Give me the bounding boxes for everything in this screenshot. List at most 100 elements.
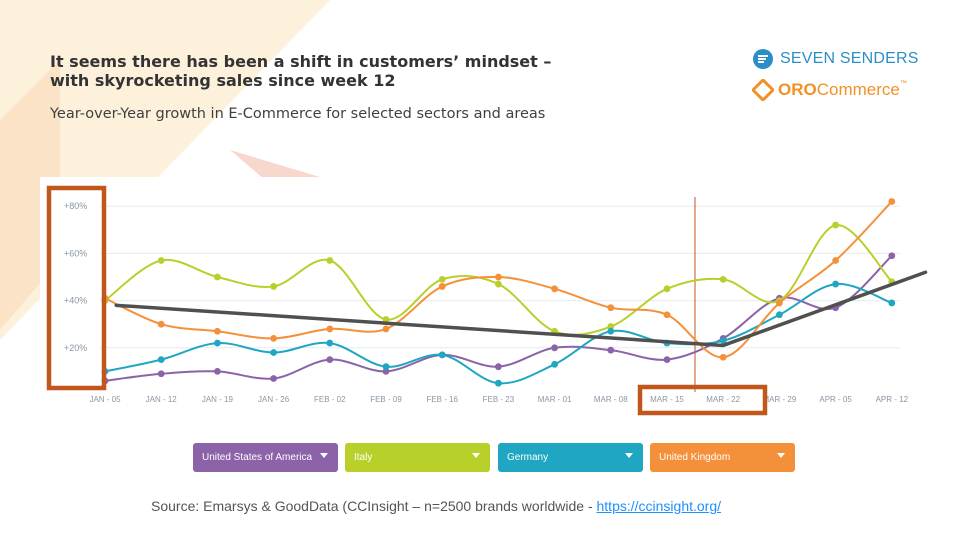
x-tick-label: APR - 12 [876, 395, 909, 404]
data-point-germany [551, 360, 558, 368]
oro-suffix: Commerce [816, 80, 900, 99]
data-point-uk [776, 299, 783, 307]
data-point-uk [157, 320, 165, 328]
data-point-germany [157, 356, 165, 363]
legend-italy-label: Italy [354, 452, 373, 463]
data-point-germany [438, 351, 446, 359]
page-title: It seems there has been a shift in custo… [50, 52, 670, 90]
y-axis-highlight-box [46, 185, 107, 391]
data-point-italy [719, 275, 727, 283]
x-tick-label: MAR - 22 [706, 395, 740, 404]
x-tick-label: JAN - 19 [202, 395, 234, 404]
data-point-germany [888, 299, 896, 307]
data-point-italy [157, 257, 165, 264]
seven-senders-logo: SEVEN SENDERS [752, 48, 919, 70]
chevron-down-icon [320, 453, 328, 458]
x-tick-label: FEB - 09 [370, 395, 402, 404]
orocommerce-name: OROCommerce™ [778, 80, 907, 100]
data-point-usa [495, 363, 502, 371]
data-point-usa [888, 252, 896, 260]
source-text: Source: Emarsys & GoodData (CCInsight – … [151, 498, 597, 514]
data-point-italy [495, 280, 502, 288]
seven-senders-name: SEVEN SENDERS [780, 50, 919, 67]
data-point-uk [495, 273, 502, 281]
data-point-usa [382, 368, 390, 375]
line-chart: +20% +40% +60% +80% JAN - 05 JAN - 12 JAN - 19… [46, 185, 928, 416]
data-point-germany [607, 327, 615, 335]
series-line-usa [104, 255, 893, 382]
chevron-down-icon [625, 453, 633, 458]
y-tick-label: +80% [64, 201, 87, 211]
legend-uk-label: United Kingdom [659, 452, 731, 463]
x-tick-label: MAR - 01 [538, 395, 572, 404]
x-tick-label: JAN - 05 [89, 395, 121, 404]
x-tick-label: MAR - 29 [763, 395, 797, 404]
source-link[interactable]: https://ccinsight.org/ [596, 498, 722, 514]
legend-germany-label: Germany [507, 452, 549, 463]
data-point-uk [270, 334, 277, 342]
data-point-usa [326, 356, 334, 363]
data-point-uk [663, 311, 671, 319]
data-point-uk [382, 325, 390, 333]
y-tick-label: +20% [64, 343, 87, 353]
x-tick-label: FEB - 16 [426, 395, 458, 404]
data-point-germany [326, 339, 334, 347]
data-point-uk [719, 353, 727, 361]
data-point-italy [270, 283, 277, 290]
data-point-italy [663, 285, 671, 293]
data-point-italy [214, 273, 221, 281]
oro-prefix: ORO [778, 80, 817, 99]
data-point-germany [776, 311, 783, 319]
data-point-germany [832, 280, 839, 288]
data-point-uk [551, 285, 558, 293]
source-note: Source: Emarsys & GoodData (CCInsight – … [151, 498, 721, 514]
data-point-germany [495, 379, 502, 387]
data-point-usa [270, 375, 277, 382]
title-line-2: with skyrocketing sales since week 12 [50, 71, 396, 90]
legend-germany[interactable]: Germany [498, 443, 643, 472]
trend-line [114, 270, 928, 348]
orocommerce-icon [752, 79, 774, 101]
series-line-uk [104, 200, 893, 359]
data-point-italy [438, 275, 446, 283]
data-point-italy [607, 323, 615, 330]
y-tick-label: +60% [64, 248, 87, 258]
data-point-usa [607, 346, 615, 354]
data-point-uk [214, 327, 221, 335]
data-point-italy [832, 221, 839, 229]
y-tick-label: +40% [64, 296, 87, 306]
week-highlight-box [637, 384, 768, 416]
data-point-germany [270, 349, 277, 356]
data-point-uk [888, 198, 896, 205]
data-point-usa [214, 368, 221, 375]
data-point-germany [382, 363, 390, 371]
data-point-uk [832, 257, 839, 264]
data-point-usa [157, 370, 165, 378]
chevron-down-icon [777, 453, 785, 458]
x-tick-label: APR - 05 [819, 395, 852, 404]
data-point-usa [663, 356, 671, 363]
chevron-down-icon [472, 453, 480, 458]
legend-uk[interactable]: United Kingdom [650, 443, 795, 472]
page-subtitle: Year-over-Year growth in E-Commerce for … [50, 106, 546, 122]
data-point-germany [214, 339, 221, 347]
data-point-italy [326, 257, 334, 264]
data-point-uk [438, 283, 446, 290]
legend-italy[interactable]: Italy [345, 443, 490, 472]
seven-senders-icon [753, 49, 773, 69]
x-tick-label: FEB - 02 [314, 395, 346, 404]
data-point-italy [382, 316, 390, 323]
title-line-1: It seems there has been a shift in custo… [50, 52, 552, 71]
data-point-usa [551, 344, 558, 352]
data-point-uk [607, 304, 615, 312]
legend-usa-label: United States of America [202, 452, 313, 463]
data-point-uk [326, 325, 334, 333]
orocommerce-logo: OROCommerce™ [752, 79, 907, 101]
legend-usa[interactable]: United States of America [193, 443, 338, 472]
x-tick-label: MAR - 15 [650, 395, 684, 404]
oro-trademark: ™ [899, 80, 907, 87]
x-tick-label: JAN - 12 [146, 395, 178, 404]
x-tick-label: FEB - 23 [483, 395, 515, 404]
x-tick-label: MAR - 08 [594, 395, 628, 404]
x-tick-label: JAN - 26 [258, 395, 290, 404]
